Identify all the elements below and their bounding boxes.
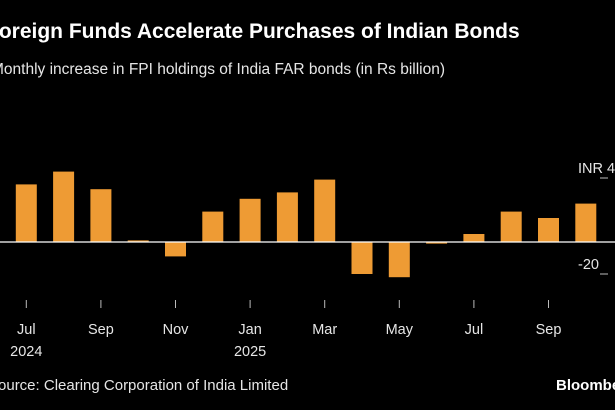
bar-jul-2025 — [463, 234, 485, 242]
bar-aug-2025 — [500, 211, 522, 242]
bar-sep-2024 — [90, 189, 112, 242]
bar-oct-2024 — [127, 240, 149, 242]
bloomberg-logo: Bloomberg — [556, 377, 615, 394]
x-tick-label: Jan — [238, 322, 261, 338]
x-tick-label: May — [386, 322, 414, 338]
bar-oct-2025 — [575, 203, 597, 242]
bar-sep-2025 — [538, 218, 559, 242]
x-tick-label: Sep — [536, 322, 562, 338]
source-note: Source: Clearing Corporation of India Li… — [0, 377, 289, 394]
bar-feb-2025 — [276, 192, 298, 242]
bar-apr-2025 — [351, 242, 373, 274]
bar-jan-2025 — [239, 198, 261, 242]
bar-dec-2024 — [202, 211, 224, 242]
bar-nov-2024 — [165, 242, 186, 257]
x-tick-label: Mar — [312, 322, 337, 338]
y-tick-label: -20 — [578, 257, 599, 273]
bar-jul-2024 — [15, 184, 37, 242]
x-tick-year-label: 2024 — [10, 344, 42, 360]
bar-mar-2025 — [314, 179, 336, 242]
chart-subtitle: Monthly increase in FPI holdings of Indi… — [0, 61, 446, 78]
x-tick-year-label: 2025 — [234, 344, 266, 360]
x-tick-label: Sep — [88, 322, 114, 338]
bar-aug-2024 — [53, 171, 75, 242]
y-tick-label: INR 40 — [578, 161, 615, 177]
x-tick-label: Jul — [465, 322, 484, 338]
x-tick-label: Jul — [17, 322, 36, 338]
bar-may-2025 — [388, 242, 410, 278]
x-tick-label: Nov — [163, 322, 190, 338]
chart-title: Foreign Funds Accelerate Purchases of In… — [0, 20, 520, 43]
bar-jun-2025 — [426, 242, 448, 244]
